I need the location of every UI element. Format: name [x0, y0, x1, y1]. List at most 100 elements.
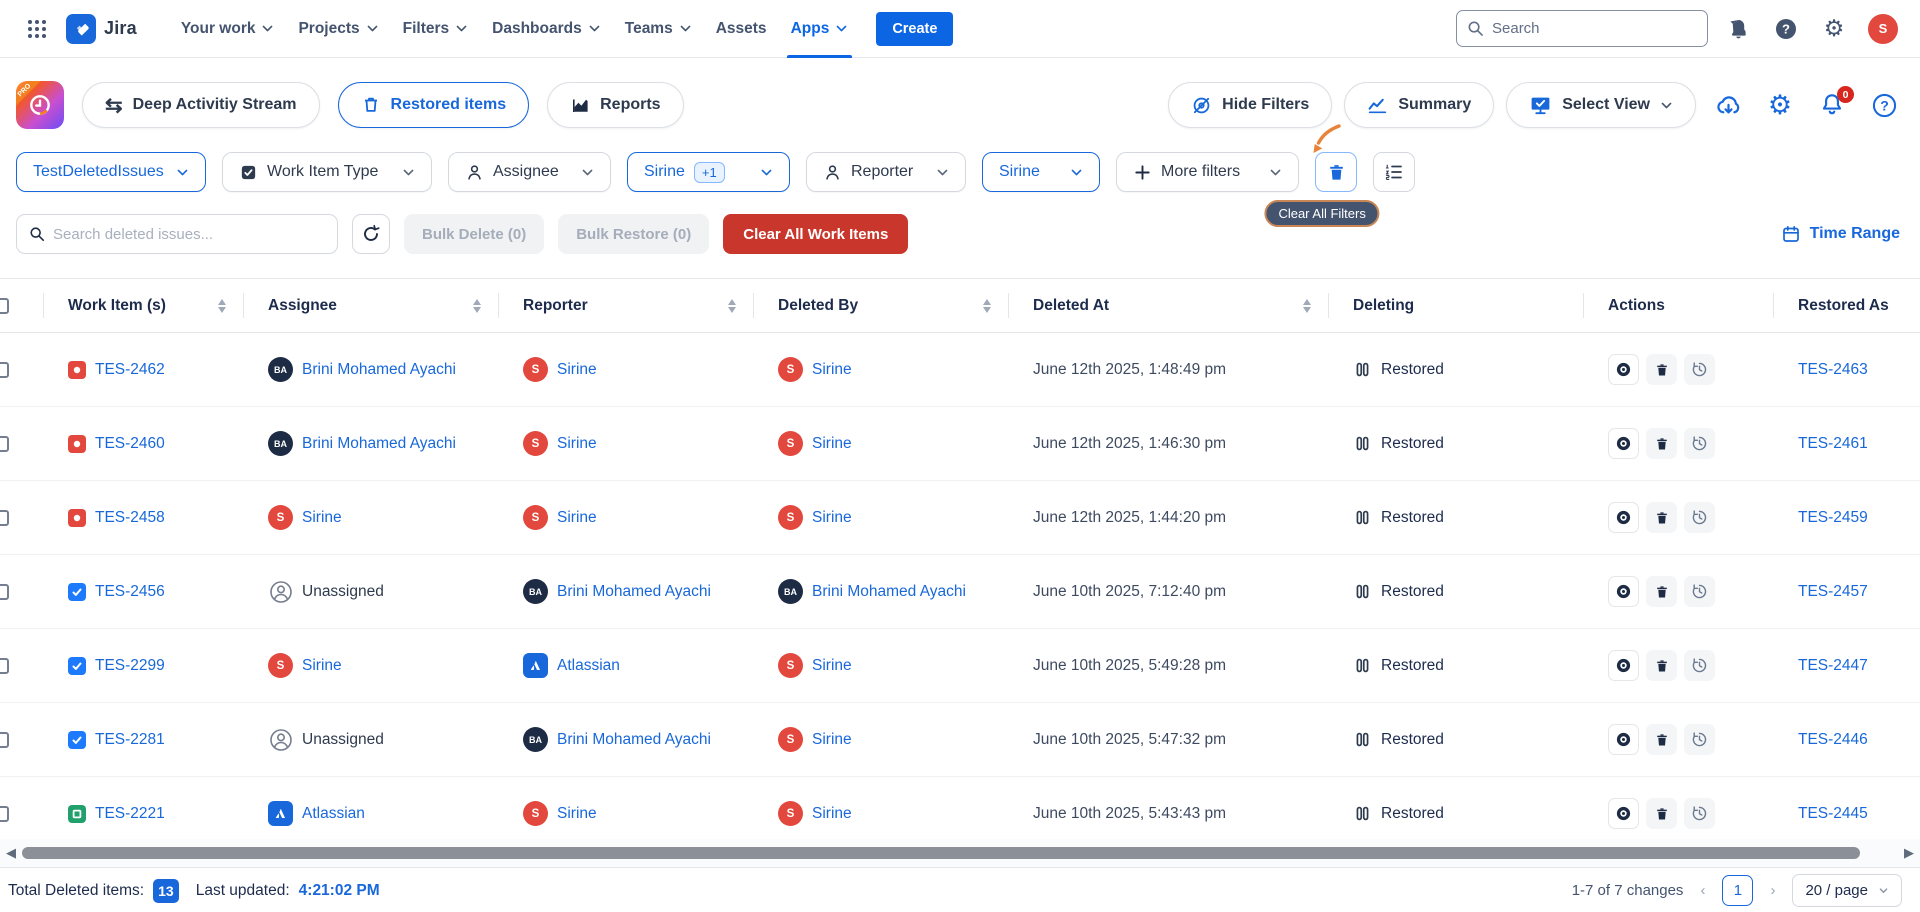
time-range-button[interactable]: Time Range	[1781, 224, 1904, 244]
restored-as-link[interactable]: TES-2446	[1798, 731, 1868, 749]
scroll-right-arrow[interactable]: ▶	[1898, 845, 1920, 861]
history-button[interactable]	[1684, 354, 1715, 385]
table-row[interactable]: TES-2456 Unassigned BA Brini Mohamed Aya…	[0, 555, 1920, 629]
nav-item-projects[interactable]: Projects	[286, 0, 390, 58]
work-item-link[interactable]: TES-2458	[95, 509, 165, 527]
reporter-link[interactable]: Brini Mohamed Ayachi	[557, 731, 711, 749]
work-item-link[interactable]: TES-2456	[95, 583, 165, 601]
work-item-link[interactable]: TES-2299	[95, 657, 165, 675]
prev-page-chevron[interactable]: ‹	[1697, 882, 1708, 899]
row-checkbox[interactable]	[0, 584, 9, 600]
deleted-issues-search-input[interactable]	[53, 226, 325, 243]
help-icon[interactable]: ?	[1768, 11, 1804, 47]
next-page-chevron[interactable]: ›	[1767, 882, 1778, 899]
restored-as-link[interactable]: TES-2461	[1798, 435, 1868, 453]
sort-arrows-icon[interactable]	[1303, 299, 1311, 313]
work-item-link[interactable]: TES-2281	[95, 731, 165, 749]
history-button[interactable]	[1684, 502, 1715, 533]
reporter-link[interactable]: Atlassian	[557, 657, 620, 675]
row-checkbox[interactable]	[0, 510, 9, 526]
bulk-delete-button[interactable]: Bulk Delete (0)	[404, 214, 544, 254]
assignee-link[interactable]: Brini Mohamed Ayachi	[302, 361, 456, 379]
scrollbar-thumb[interactable]	[22, 847, 1860, 859]
history-button[interactable]	[1684, 428, 1715, 459]
deleted-by-link[interactable]: Sirine	[812, 731, 852, 749]
sort-arrows-icon[interactable]	[473, 299, 481, 313]
filter-pill-testdeletedissues[interactable]: TestDeletedIssues	[16, 152, 206, 192]
view-details-eye-button[interactable]	[1608, 650, 1639, 681]
notifications-icon[interactable]	[1720, 11, 1756, 47]
column-list-settings-button[interactable]	[1373, 152, 1415, 192]
assignee-link[interactable]: Sirine	[302, 509, 342, 527]
nav-item-apps[interactable]: Apps	[779, 0, 861, 58]
create-button[interactable]: Create	[876, 12, 953, 46]
hide-filters-button[interactable]: Hide Filters	[1168, 82, 1332, 128]
restored-as-link[interactable]: TES-2463	[1798, 361, 1868, 379]
global-search[interactable]	[1456, 10, 1708, 47]
history-button[interactable]	[1684, 724, 1715, 755]
sort-arrows-icon[interactable]	[728, 299, 736, 313]
scrollbar-track[interactable]	[22, 847, 1898, 860]
jira-brand[interactable]: Jira	[66, 14, 137, 44]
restored-items-button[interactable]: Restored items	[338, 82, 530, 128]
filter-pill-sirine[interactable]: Sirine+1	[627, 152, 790, 192]
nav-item-assets[interactable]: Assets	[704, 0, 779, 58]
plugin-help-icon[interactable]: ?	[1864, 85, 1904, 125]
refresh-button[interactable]	[352, 214, 390, 254]
sort-arrows-icon[interactable]	[983, 299, 991, 313]
column-header-deleted-by[interactable]: Deleted By	[754, 279, 1009, 332]
reporter-link[interactable]: Sirine	[557, 361, 597, 379]
delete-trash-button[interactable]	[1646, 502, 1677, 533]
reporter-link[interactable]: Sirine	[557, 509, 597, 527]
table-row[interactable]: TES-2460 BA Brini Mohamed Ayachi S Sirin…	[0, 407, 1920, 481]
assignee-link[interactable]: Atlassian	[302, 805, 365, 823]
reports-button[interactable]: Reports	[547, 82, 683, 128]
app-switcher-icon[interactable]	[20, 12, 54, 46]
row-checkbox[interactable]	[0, 658, 9, 674]
deleted-by-link[interactable]: Brini Mohamed Ayachi	[812, 583, 966, 601]
row-checkbox[interactable]	[0, 732, 9, 748]
history-button[interactable]	[1684, 798, 1715, 829]
summary-button[interactable]: Summary	[1344, 82, 1494, 128]
work-item-link[interactable]: TES-2462	[95, 361, 165, 379]
reporter-link[interactable]: Sirine	[557, 435, 597, 453]
history-button[interactable]	[1684, 576, 1715, 607]
column-header-deleted-at[interactable]: Deleted At	[1009, 279, 1329, 332]
nav-item-filters[interactable]: Filters	[391, 0, 481, 58]
nav-item-dashboards[interactable]: Dashboards	[480, 0, 613, 58]
delete-trash-button[interactable]	[1646, 576, 1677, 607]
settings-gear-icon[interactable]: ⚙	[1816, 11, 1852, 47]
nav-item-your-work[interactable]: Your work	[169, 0, 287, 58]
deep-activitiy-stream-button[interactable]: ⇆Deep Activitiy Stream	[82, 82, 320, 128]
nav-item-teams[interactable]: Teams	[613, 0, 704, 58]
history-button[interactable]	[1684, 650, 1715, 681]
table-row[interactable]: TES-2299 S Sirine Atlassian S Sirine Jun…	[0, 629, 1920, 703]
restored-as-link[interactable]: TES-2459	[1798, 509, 1868, 527]
current-page-button[interactable]: 1	[1722, 875, 1753, 906]
filter-pill-more-filters[interactable]: More filters	[1116, 152, 1299, 192]
scroll-left-arrow[interactable]: ◀	[0, 845, 22, 861]
plugin-settings-gear-icon[interactable]: ⚙	[1760, 85, 1800, 125]
assignee-link[interactable]: Brini Mohamed Ayachi	[302, 435, 456, 453]
view-details-eye-button[interactable]	[1608, 576, 1639, 607]
row-checkbox[interactable]	[0, 806, 9, 822]
view-details-eye-button[interactable]	[1608, 502, 1639, 533]
clear-all-filters-button[interactable]	[1315, 152, 1357, 192]
delete-trash-button[interactable]	[1646, 354, 1677, 385]
filter-pill-work-item-type[interactable]: Work Item Type	[222, 152, 432, 192]
view-details-eye-button[interactable]	[1608, 428, 1639, 459]
table-row[interactable]: TES-2221 Atlassian S Sirine S Sirine Jun…	[0, 777, 1920, 839]
deleted-issues-search[interactable]	[16, 214, 338, 254]
filter-pill-assignee[interactable]: Assignee	[448, 152, 611, 192]
view-details-eye-button[interactable]	[1608, 724, 1639, 755]
row-checkbox[interactable]	[0, 436, 9, 452]
global-search-input[interactable]	[1492, 20, 1697, 37]
user-avatar[interactable]: S	[1868, 14, 1898, 44]
restored-as-link[interactable]: TES-2447	[1798, 657, 1868, 675]
bulk-restore-button[interactable]: Bulk Restore (0)	[558, 214, 709, 254]
work-item-link[interactable]: TES-2460	[95, 435, 165, 453]
table-row[interactable]: TES-2462 BA Brini Mohamed Ayachi S Sirin…	[0, 333, 1920, 407]
deleted-by-link[interactable]: Sirine	[812, 435, 852, 453]
cloud-download-icon[interactable]	[1708, 85, 1748, 125]
delete-trash-button[interactable]	[1646, 428, 1677, 459]
